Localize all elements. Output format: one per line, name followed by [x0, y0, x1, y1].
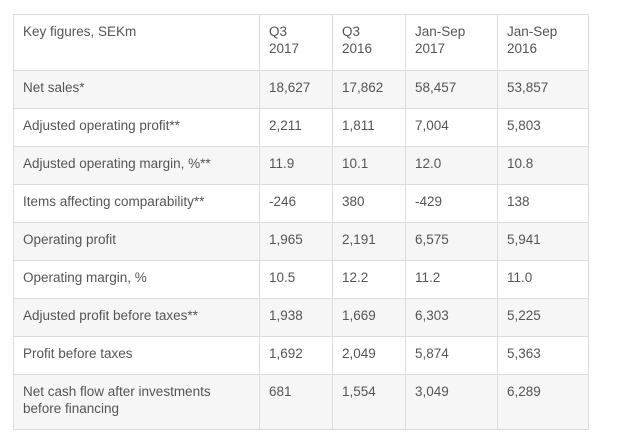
table-cell: 2,191	[332, 222, 406, 261]
table-cell: 11.9	[259, 146, 333, 185]
table-cell: 138	[497, 184, 589, 223]
table-cell: 11.0	[497, 260, 589, 299]
table-cell: 3,049	[405, 374, 498, 430]
row-label: Adjusted operating margin, %**	[13, 146, 260, 185]
table-cell: 6,303	[405, 298, 498, 337]
table-cell: 1,669	[332, 298, 406, 337]
table-cell: 380	[332, 184, 406, 223]
table-cell: 53,857	[497, 70, 589, 109]
table-cell: 7,004	[405, 108, 498, 147]
table-cell: 10.1	[332, 146, 406, 185]
table-cell: 5,874	[405, 336, 498, 375]
table-cell: 1,938	[259, 298, 333, 337]
table-cell: 1,811	[332, 108, 406, 147]
table-row: Net sales* 18,627 17,862 58,457 53,857	[13, 70, 589, 109]
table-cell: 5,225	[497, 298, 589, 337]
table-cell: -246	[259, 184, 333, 223]
row-label: Operating margin, %	[13, 260, 260, 299]
table-row: Profit before taxes 1,692 2,049 5,874 5,…	[13, 336, 589, 375]
row-label: Net cash flow after investments before f…	[13, 374, 260, 430]
table-cell: 10.5	[259, 260, 333, 299]
row-label: Adjusted profit before taxes**	[13, 298, 260, 337]
row-label: Items affecting comparability**	[13, 184, 260, 223]
header-cell: Q3 2016	[332, 14, 406, 71]
table-cell: 10.8	[497, 146, 589, 185]
table-cell: 2,211	[259, 108, 333, 147]
table-cell: -429	[405, 184, 498, 223]
table-cell: 5,363	[497, 336, 589, 375]
table-cell: 58,457	[405, 70, 498, 109]
table-row: Adjusted profit before taxes** 1,938 1,6…	[13, 298, 589, 337]
header-cell: Jan-Sep 2016	[497, 14, 589, 71]
table-cell: 12.0	[405, 146, 498, 185]
key-figures-table: Key figures, SEKm Q3 2017 Q3 2016 Jan-Se…	[13, 14, 589, 430]
table-cell: 17,862	[332, 70, 406, 109]
header-cell: Jan-Sep 2017	[405, 14, 498, 71]
table-cell: 2,049	[332, 336, 406, 375]
header-cell: Q3 2017	[259, 14, 333, 71]
row-label: Net sales*	[13, 70, 260, 109]
table-row: Operating margin, % 10.5 12.2 11.2 11.0	[13, 260, 589, 299]
table-cell: 5,941	[497, 222, 589, 261]
table-cell: 1,965	[259, 222, 333, 261]
table-cell: 681	[259, 374, 333, 430]
row-label: Adjusted operating profit**	[13, 108, 260, 147]
header-cell: Key figures, SEKm	[13, 14, 260, 71]
table-row: Net cash flow after investments before f…	[13, 374, 589, 430]
table-row: Items affecting comparability** -246 380…	[13, 184, 589, 223]
table-cell: 5,803	[497, 108, 589, 147]
table-cell: 12.2	[332, 260, 406, 299]
table-row: Operating profit 1,965 2,191 6,575 5,941	[13, 222, 589, 261]
table-header-row: Key figures, SEKm Q3 2017 Q3 2016 Jan-Se…	[13, 14, 589, 71]
table-cell: 1,692	[259, 336, 333, 375]
row-label: Operating profit	[13, 222, 260, 261]
table-cell: 6,575	[405, 222, 498, 261]
table-row: Adjusted operating profit** 2,211 1,811 …	[13, 108, 589, 147]
table-row: Adjusted operating margin, %** 11.9 10.1…	[13, 146, 589, 185]
table-cell: 1,554	[332, 374, 406, 430]
table-cell: 11.2	[405, 260, 498, 299]
table-cell: 18,627	[259, 70, 333, 109]
table-cell: 6,289	[497, 374, 589, 430]
row-label: Profit before taxes	[13, 336, 260, 375]
